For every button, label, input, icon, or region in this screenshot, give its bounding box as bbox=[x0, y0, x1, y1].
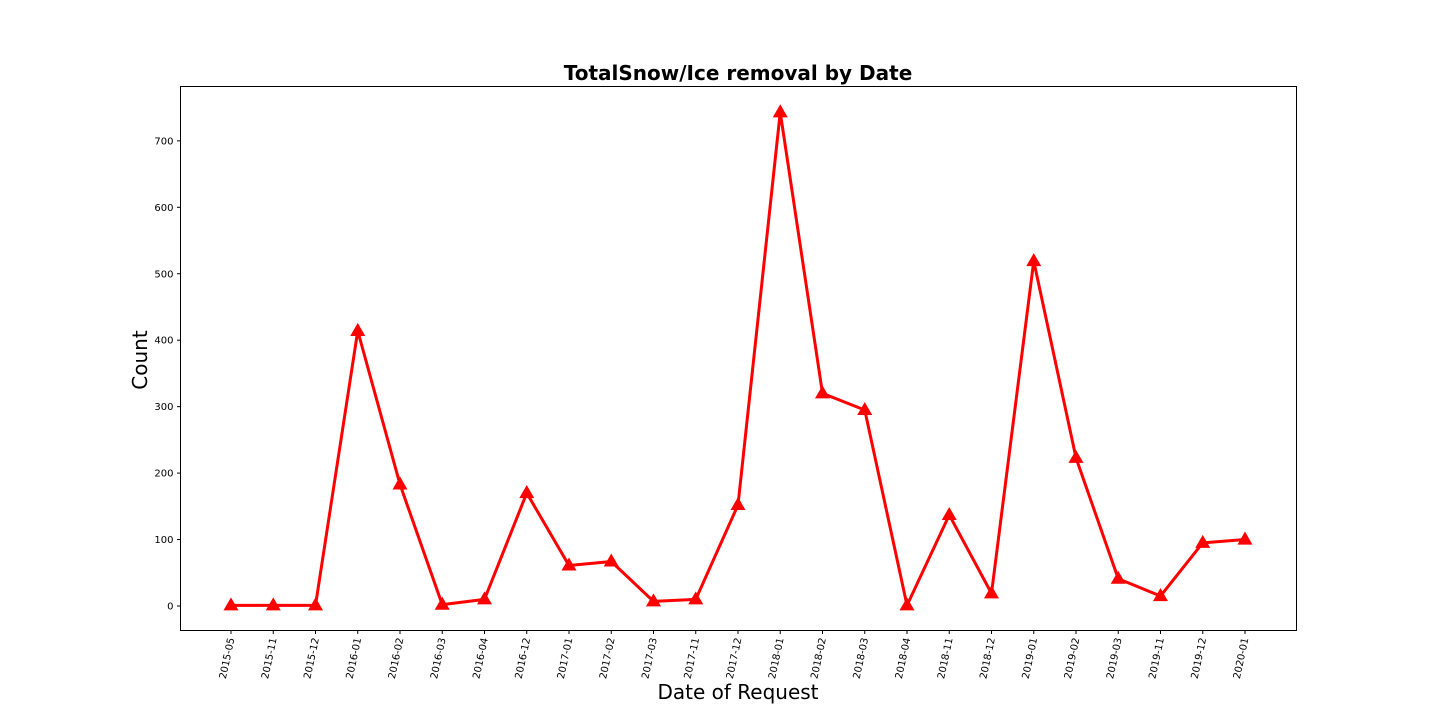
data-point-marker bbox=[392, 476, 408, 490]
x-tick-label: 2020-01 bbox=[1232, 637, 1251, 680]
x-tick-label: 2018-02 bbox=[809, 637, 828, 680]
data-point-marker bbox=[1152, 588, 1169, 602]
x-tick-label: 2017-01 bbox=[556, 637, 575, 680]
y-tick-label: 400 bbox=[154, 336, 173, 347]
data-point-marker bbox=[519, 485, 535, 499]
data-point-marker bbox=[857, 401, 873, 416]
x-tick-label: 2018-01 bbox=[767, 637, 786, 680]
data-point-marker bbox=[983, 585, 1000, 599]
x-tick-label: 2016-04 bbox=[471, 637, 490, 680]
data-point-marker bbox=[899, 597, 915, 611]
y-tick-label: 500 bbox=[154, 269, 173, 280]
data-point-marker bbox=[1110, 570, 1126, 584]
y-tick-label: 600 bbox=[154, 203, 173, 214]
y-tick-label: 700 bbox=[154, 136, 173, 147]
y-tick-label: 200 bbox=[154, 469, 173, 480]
y-axis-label: Count bbox=[128, 330, 152, 390]
data-point-marker bbox=[1068, 449, 1084, 463]
data-point-marker bbox=[941, 506, 957, 521]
x-tick-label: 2019-02 bbox=[1063, 637, 1082, 680]
x-tick-label: 2015-05 bbox=[218, 637, 237, 680]
x-tick-label: 2019-12 bbox=[1190, 637, 1209, 680]
x-tick-label: 2018-03 bbox=[852, 637, 871, 680]
y-tick-label: 0 bbox=[167, 602, 173, 613]
x-tick-label: 2018-11 bbox=[936, 637, 955, 680]
data-point-marker bbox=[434, 596, 450, 610]
x-tick-label: 2017-03 bbox=[640, 637, 659, 680]
x-tick-label: 2018-04 bbox=[894, 637, 913, 680]
data-point-marker bbox=[1237, 531, 1253, 545]
series-line bbox=[231, 110, 1246, 607]
data-point-marker bbox=[645, 593, 662, 607]
data-point-marker bbox=[730, 496, 746, 511]
x-axis-label: Date of Request bbox=[657, 680, 818, 704]
data-point-marker bbox=[476, 591, 493, 605]
data-point-marker bbox=[307, 597, 324, 611]
data-point-marker bbox=[350, 322, 366, 336]
data-point-marker bbox=[561, 557, 577, 571]
x-tick-label: 2016-02 bbox=[387, 637, 406, 680]
x-tick-label: 2016-01 bbox=[345, 637, 364, 680]
data-point-marker bbox=[265, 597, 281, 611]
x-tick-label: 2019-03 bbox=[1105, 637, 1124, 680]
plot-frame bbox=[180, 86, 1297, 631]
y-axis: 0 100 200 300 400 500 600 700 bbox=[154, 136, 181, 613]
x-tick-label: 2016-03 bbox=[429, 637, 448, 680]
data-point-marker bbox=[1026, 253, 1042, 267]
series-layer bbox=[223, 104, 1253, 611]
x-tick-label: 2017-12 bbox=[725, 637, 744, 680]
x-tick-label: 2018-12 bbox=[978, 637, 997, 680]
data-point-marker bbox=[814, 385, 831, 399]
data-point-marker bbox=[1195, 534, 1211, 548]
x-tick-label: 2019-01 bbox=[1021, 637, 1040, 680]
data-point-marker bbox=[688, 591, 704, 605]
data-point-marker bbox=[772, 104, 788, 118]
x-tick-label: 2017-11 bbox=[683, 637, 702, 680]
x-tick-label: 2019-11 bbox=[1147, 637, 1166, 680]
x-tick-label: 2017-02 bbox=[598, 637, 617, 680]
x-tick-label: 2015-11 bbox=[260, 637, 279, 680]
data-point-marker bbox=[223, 597, 239, 611]
x-tick-label: 2016-12 bbox=[514, 637, 533, 680]
data-point-marker bbox=[603, 553, 619, 567]
y-tick-label: 300 bbox=[154, 402, 173, 413]
y-tick-label: 100 bbox=[154, 535, 173, 546]
x-tick-label: 2015-12 bbox=[302, 637, 321, 680]
x-axis: 2015-05 2015-11 2015-12 2016-01 2016-02 2016-… bbox=[218, 630, 1251, 680]
chart-title: TotalSnow/Ice removal by Date bbox=[564, 61, 913, 85]
